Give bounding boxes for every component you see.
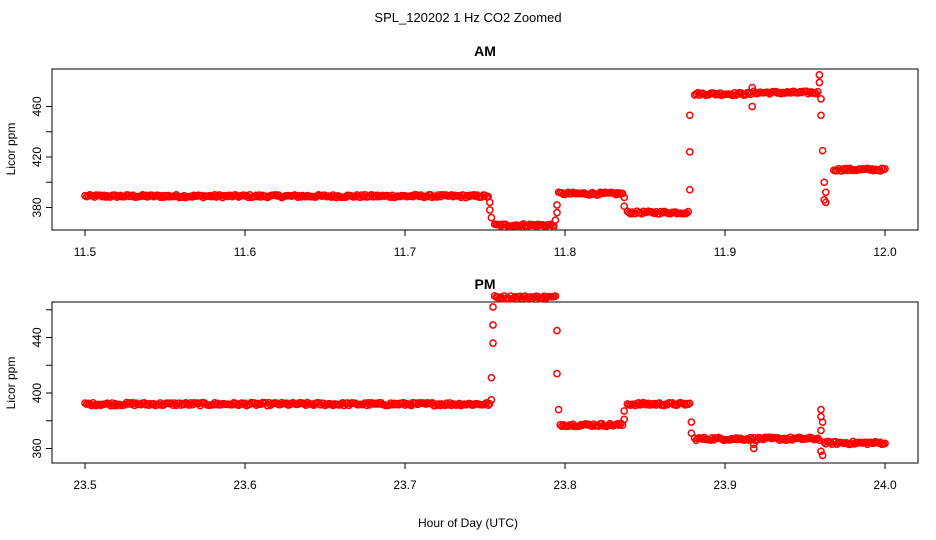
pm-transition-point xyxy=(487,396,496,404)
pm-x-tick-label: 23.6 xyxy=(233,478,257,492)
pm-transition-point xyxy=(620,407,629,415)
am-transition-point xyxy=(817,95,825,103)
panel-pm: PM Licor ppm 23.5 23.6 23.7 23.8 23.9 24.0 36… xyxy=(4,276,919,492)
pm-data-point xyxy=(685,399,694,408)
panel-am: AM Licor ppm 11.5 11.6 11.7 11.8 11.9 12.0 38… xyxy=(4,43,919,259)
am-y-tick-label: 420 xyxy=(30,147,44,167)
am-transition-point xyxy=(685,111,694,120)
pm-transition-point xyxy=(817,405,825,414)
am-x-tick-label: 11.6 xyxy=(234,245,257,259)
pm-transition-point xyxy=(818,418,827,426)
pm-transition-point xyxy=(487,373,496,382)
panel-pm-x-axis: 23.5 23.6 23.7 23.8 23.9 24.0 xyxy=(73,463,897,492)
am-transition-point xyxy=(748,83,757,92)
am-transition-point xyxy=(620,202,629,211)
pm-x-tick-label: 23.7 xyxy=(393,478,417,492)
pm-transition-point xyxy=(687,418,696,426)
am-transition-point xyxy=(817,111,825,120)
pm-transition-point xyxy=(620,415,629,424)
am-transition-point xyxy=(685,185,694,194)
am-y-tick-label: 460 xyxy=(30,96,44,116)
pm-x-tick-label: 23.8 xyxy=(553,478,577,492)
am-data-point xyxy=(684,207,693,216)
panel-pm-plot-frame xyxy=(51,301,919,464)
pm-transition-point xyxy=(817,447,825,456)
panel-pm-y-axis: 360 400 440 xyxy=(30,309,52,459)
pm-data-point xyxy=(485,399,494,408)
pm-data-point xyxy=(813,434,822,443)
figure-title: SPL_120202 1 Hz CO2 Zoomed xyxy=(374,10,561,25)
am-transition-point xyxy=(815,78,824,87)
pm-y-tick-label: 360 xyxy=(30,438,44,458)
am-transition-point xyxy=(485,206,494,214)
pm-transition-point xyxy=(489,303,497,311)
am-transition-point xyxy=(685,148,694,156)
am-data-point xyxy=(877,164,886,173)
pm-x-tick-label: 23.5 xyxy=(73,478,97,492)
pm-x-tick-label: 23.9 xyxy=(713,478,737,492)
pm-data-point xyxy=(615,421,624,430)
pm-data-point xyxy=(881,439,889,448)
am-transition-point xyxy=(551,216,560,224)
panel-am-y-axis: 380 420 460 xyxy=(30,96,52,218)
pm-transition-point xyxy=(489,339,497,347)
am-transition-point xyxy=(821,188,830,197)
pm-data-point xyxy=(516,292,525,301)
pm-y-tick-label: 400 xyxy=(30,383,44,403)
am-transition-point xyxy=(818,146,827,155)
pm-transition-point xyxy=(817,426,825,435)
panel-pm-title: PM xyxy=(475,276,496,292)
am-x-tick-label: 11.5 xyxy=(74,245,97,259)
figure-xlabel: Hour of Day (UTC) xyxy=(418,516,518,530)
am-transition-point xyxy=(553,208,561,217)
pm-data-point xyxy=(436,401,445,410)
am-x-tick-label: 12.0 xyxy=(873,245,897,259)
am-transition-point xyxy=(620,193,629,202)
panel-am-ylabel: Licor ppm xyxy=(4,123,18,176)
am-transition-point xyxy=(815,71,824,79)
panel-am-x-axis: 11.5 11.6 11.7 11.8 11.9 12.0 xyxy=(74,230,897,259)
pm-data-point xyxy=(681,401,689,409)
pm-transition-point xyxy=(749,444,758,453)
pm-data-point xyxy=(725,436,734,444)
am-data-point xyxy=(626,209,635,218)
am-transition-point xyxy=(821,198,830,207)
am-x-tick-label: 11.7 xyxy=(394,245,417,259)
pm-transition-point xyxy=(687,429,696,438)
pm-transition-point xyxy=(818,451,827,460)
am-x-tick-label: 11.8 xyxy=(554,245,577,259)
pm-transition-point xyxy=(749,440,758,449)
pm-transition-point xyxy=(554,405,563,414)
am-data-point xyxy=(682,209,691,218)
pm-data-point xyxy=(748,435,757,444)
panel-am-title: AM xyxy=(474,43,496,59)
panel-am-points xyxy=(81,71,889,231)
am-transition-point xyxy=(748,102,757,111)
panel-am-plot-frame xyxy=(51,68,919,231)
pm-data-point xyxy=(252,401,261,409)
pm-x-tick-label: 24.0 xyxy=(873,478,897,492)
pm-transition-point xyxy=(553,369,561,378)
am-x-tick-label: 11.9 xyxy=(714,245,737,259)
am-transition-point xyxy=(553,201,561,209)
pm-transition-point xyxy=(553,326,561,335)
am-data-point xyxy=(813,87,822,96)
am-transition-point xyxy=(485,198,494,207)
panel-pm-points xyxy=(81,292,889,460)
am-y-tick-label: 380 xyxy=(30,197,44,217)
am-transition-point xyxy=(487,213,496,222)
am-data-point xyxy=(613,188,622,197)
am-data-point xyxy=(812,89,821,98)
panel-pm-ylabel: Licor ppm xyxy=(4,357,18,410)
pm-transition-point xyxy=(489,321,497,329)
am-data-point xyxy=(618,189,627,198)
pm-data-point xyxy=(613,420,622,428)
pm-y-tick-label: 440 xyxy=(30,327,44,347)
pm-data-point xyxy=(551,292,560,300)
am-data-point xyxy=(881,164,889,173)
am-transition-point xyxy=(820,178,829,187)
